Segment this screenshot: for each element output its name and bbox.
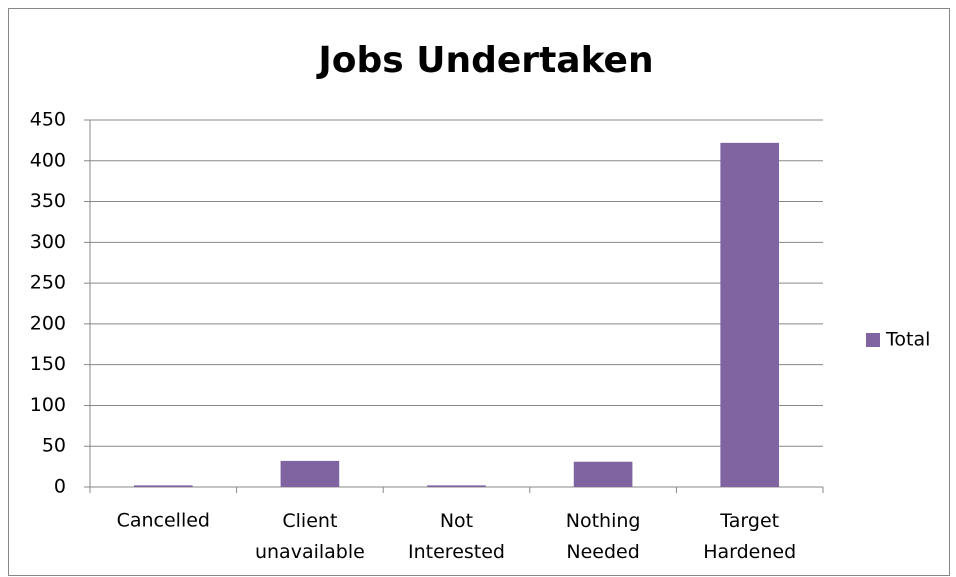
y-tick-label: 200: [30, 312, 66, 334]
legend-label: Total: [885, 329, 930, 351]
x-tick-label: Nothing Needed: [566, 510, 641, 563]
bar: [280, 460, 340, 487]
y-tick-label: 450: [30, 109, 66, 131]
x-tick-label: Cancelled: [117, 510, 210, 532]
x-tick-label: Not Interested: [408, 510, 505, 563]
y-tick-label: 250: [30, 272, 66, 294]
y-tick-label: 150: [30, 353, 66, 375]
chart-border: [8, 8, 950, 576]
y-tick-label: 50: [42, 435, 66, 457]
bar: [720, 142, 780, 487]
y-tick-label: 300: [30, 231, 66, 253]
legend-swatch: [866, 333, 880, 347]
bar: [573, 461, 633, 487]
y-tick-label: 350: [30, 190, 66, 212]
bar: [427, 485, 486, 487]
bar: [133, 485, 193, 487]
y-tick-label: 400: [30, 149, 66, 171]
x-tick-label: Client unavailable: [255, 510, 365, 563]
y-tick-label: 100: [30, 394, 66, 416]
chart-title: Jobs Undertaken: [315, 40, 653, 81]
y-tick-label: 0: [54, 476, 66, 498]
x-tick-label: Target Hardened: [703, 510, 796, 563]
